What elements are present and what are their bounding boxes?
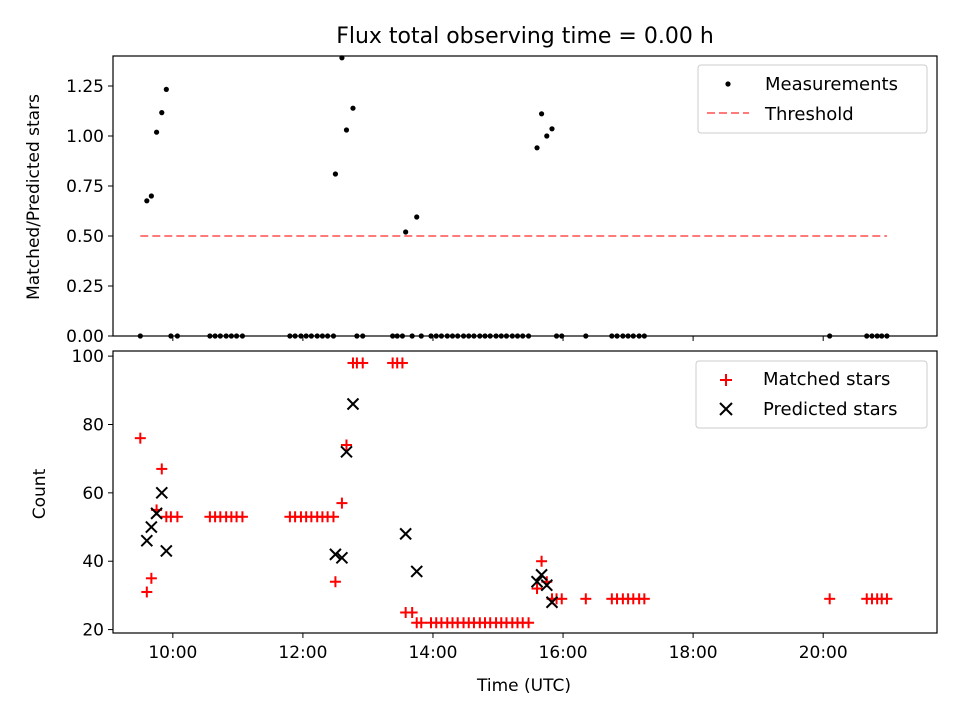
predicted-star-point bbox=[145, 520, 158, 534]
bottom-y-axis: 20 40 60 80 100 bbox=[72, 347, 113, 641]
matched-star-point bbox=[329, 576, 341, 588]
bottom-legend: Matched stars Predicted stars bbox=[695, 360, 928, 429]
matched-star-point bbox=[134, 432, 146, 444]
bot-y-tick-label: 80 bbox=[82, 415, 104, 435]
top-y-tick-label: 0.50 bbox=[66, 227, 104, 247]
bot-x-tick-label: 16:00 bbox=[539, 643, 588, 663]
predicted-star-point bbox=[160, 544, 173, 558]
matched-star-point bbox=[580, 593, 592, 605]
measurement-point bbox=[414, 214, 420, 220]
bottom-series bbox=[134, 357, 893, 629]
matched-star-point bbox=[556, 593, 568, 605]
measurement-point bbox=[350, 105, 356, 111]
matched-star-point bbox=[396, 357, 408, 369]
measurements-legend-label: Measurements bbox=[765, 74, 898, 95]
bottom-x-axis: 10:00 12:00 14:00 16:00 18:00 20:00 bbox=[148, 633, 848, 663]
top-y-tick-label: 0.00 bbox=[66, 327, 104, 347]
matched-star-point bbox=[523, 617, 535, 629]
top-legend-box bbox=[697, 64, 928, 134]
predicted-star-point bbox=[340, 445, 353, 459]
matched-stars-legend-label: Matched stars bbox=[763, 369, 890, 390]
measurement-point bbox=[538, 111, 545, 117]
bottom-axes-frame bbox=[112, 350, 938, 634]
top-y-tick-label: 0.75 bbox=[66, 177, 104, 197]
matched-star-point bbox=[406, 606, 418, 618]
matched-stars-legend-marker bbox=[720, 374, 732, 386]
matched-star-point bbox=[340, 439, 352, 451]
predicted-star-point bbox=[545, 596, 559, 609]
measurement-point bbox=[534, 145, 540, 151]
predicted-star-point bbox=[410, 565, 423, 578]
bot-x-tick-label: 14:00 bbox=[408, 643, 457, 663]
predicted-star-point bbox=[150, 507, 163, 520]
matched-star-point bbox=[236, 511, 248, 523]
top-chart-title: Flux total observing time = 0.00 h bbox=[336, 24, 714, 49]
bottom-legend-box bbox=[695, 360, 928, 429]
bot-x-tick-label: 12:00 bbox=[278, 643, 327, 663]
matched-star-point bbox=[141, 586, 153, 598]
bot-y-tick-label: 40 bbox=[82, 552, 104, 572]
bot-y-tick-label: 100 bbox=[72, 347, 104, 367]
measurements-legend-marker bbox=[725, 81, 731, 87]
bottom-y-axis-label: Count bbox=[30, 468, 50, 519]
top-y-axis-label: Matched/Predicted stars bbox=[24, 94, 44, 300]
bot-x-tick-label: 20:00 bbox=[799, 643, 848, 663]
predicted-star-point bbox=[535, 568, 548, 582]
top-y-tick-label: 1.25 bbox=[66, 77, 104, 97]
bot-y-tick-label: 60 bbox=[82, 484, 104, 504]
bot-y-tick-label: 20 bbox=[82, 621, 104, 641]
bottom-x-axis-label: Time (UTC) bbox=[476, 676, 571, 696]
measurement-point bbox=[332, 171, 339, 177]
matched-star-point bbox=[327, 511, 339, 523]
bot-x-tick-label: 18:00 bbox=[669, 643, 718, 663]
matched-star-point bbox=[156, 463, 168, 475]
predicted-star-point bbox=[346, 397, 360, 411]
measurement-point bbox=[159, 110, 165, 116]
measurement-point bbox=[403, 229, 409, 235]
predicted-stars-legend-marker bbox=[719, 402, 733, 416]
threshold-legend-label: Threshold bbox=[764, 104, 854, 125]
top-y-axis: 0.00 0.25 0.50 0.75 1.00 1.25 bbox=[66, 77, 113, 347]
measurement-point bbox=[163, 86, 169, 92]
predicted-star-point bbox=[530, 575, 544, 588]
matched-star-point bbox=[536, 555, 548, 567]
measurement-point bbox=[153, 129, 160, 135]
predicted-star-point bbox=[540, 578, 553, 592]
matched-star-point bbox=[415, 617, 427, 629]
matched-star-point bbox=[357, 357, 369, 369]
matched-star-point bbox=[145, 572, 157, 584]
predicted-star-point bbox=[140, 534, 154, 547]
top-legend: Measurements Threshold bbox=[697, 64, 928, 134]
matched-star-point bbox=[638, 593, 650, 605]
top-x-axis bbox=[172, 336, 824, 341]
matched-star-point bbox=[171, 511, 183, 523]
matched-star-point bbox=[336, 497, 348, 509]
top-y-tick-label: 0.25 bbox=[66, 277, 104, 297]
measurement-point bbox=[549, 126, 555, 132]
predicted-star-point bbox=[329, 548, 342, 561]
measurement-point bbox=[544, 133, 550, 139]
top-axes-frame bbox=[112, 55, 938, 337]
predicted-star-point bbox=[335, 551, 349, 565]
matched-star-point bbox=[531, 583, 543, 595]
predicted-star-point bbox=[399, 527, 412, 541]
top-y-tick-label: 1.00 bbox=[66, 127, 104, 147]
predicted-stars-legend-label: Predicted stars bbox=[763, 399, 897, 420]
matched-star-point bbox=[824, 593, 836, 605]
measurement-point bbox=[148, 193, 154, 199]
bot-x-tick-label: 10:00 bbox=[148, 643, 197, 663]
matched-star-point bbox=[881, 593, 893, 605]
measurement-point bbox=[144, 198, 150, 204]
measurement-point bbox=[343, 127, 350, 133]
predicted-star-point bbox=[155, 486, 168, 500]
